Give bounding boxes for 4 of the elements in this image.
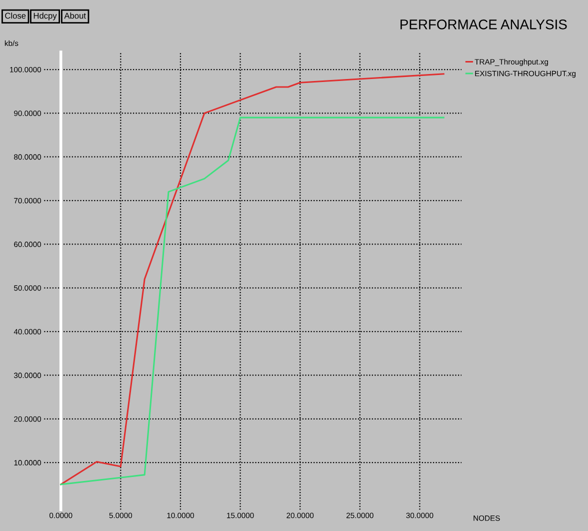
text: About xyxy=(64,12,86,19)
text: Hdcpy xyxy=(34,12,57,20)
chart-title: PERFORMACE ANALYSIS xyxy=(400,20,567,30)
text: Close xyxy=(5,12,26,19)
